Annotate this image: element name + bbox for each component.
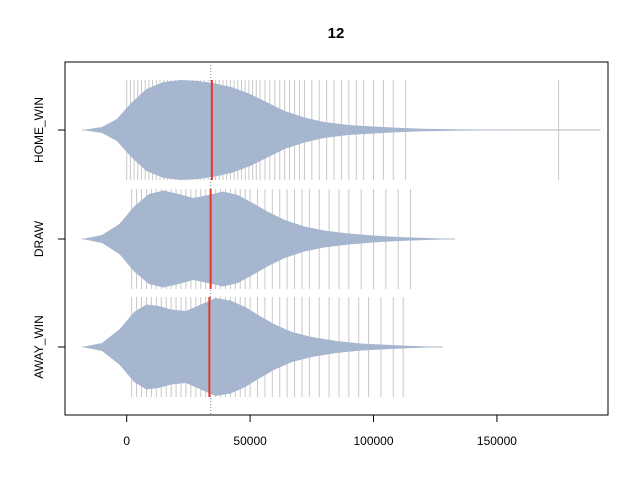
x-tick-label: 50000 <box>233 434 267 448</box>
category-label-away-win: AWAY_WIN <box>32 315 46 379</box>
category-label-home-win: HOME_WIN <box>32 97 46 163</box>
y-axis: HOME_WIN DRAW AWAY_WIN <box>32 97 65 379</box>
category-label-draw: DRAW <box>32 220 46 257</box>
bean-home-win <box>82 80 601 180</box>
bean-draw <box>82 189 456 289</box>
density-shape <box>82 190 456 288</box>
x-axis: 0 50000 100000 150000 <box>123 414 517 448</box>
bean-away-win <box>82 297 443 397</box>
beans-layer <box>82 62 601 415</box>
x-tick-label: 0 <box>123 434 130 448</box>
x-tick-label: 150000 <box>477 434 517 448</box>
density-shape <box>82 298 443 396</box>
chart-title: 12 <box>328 25 345 42</box>
x-tick-label: 100000 <box>353 434 393 448</box>
